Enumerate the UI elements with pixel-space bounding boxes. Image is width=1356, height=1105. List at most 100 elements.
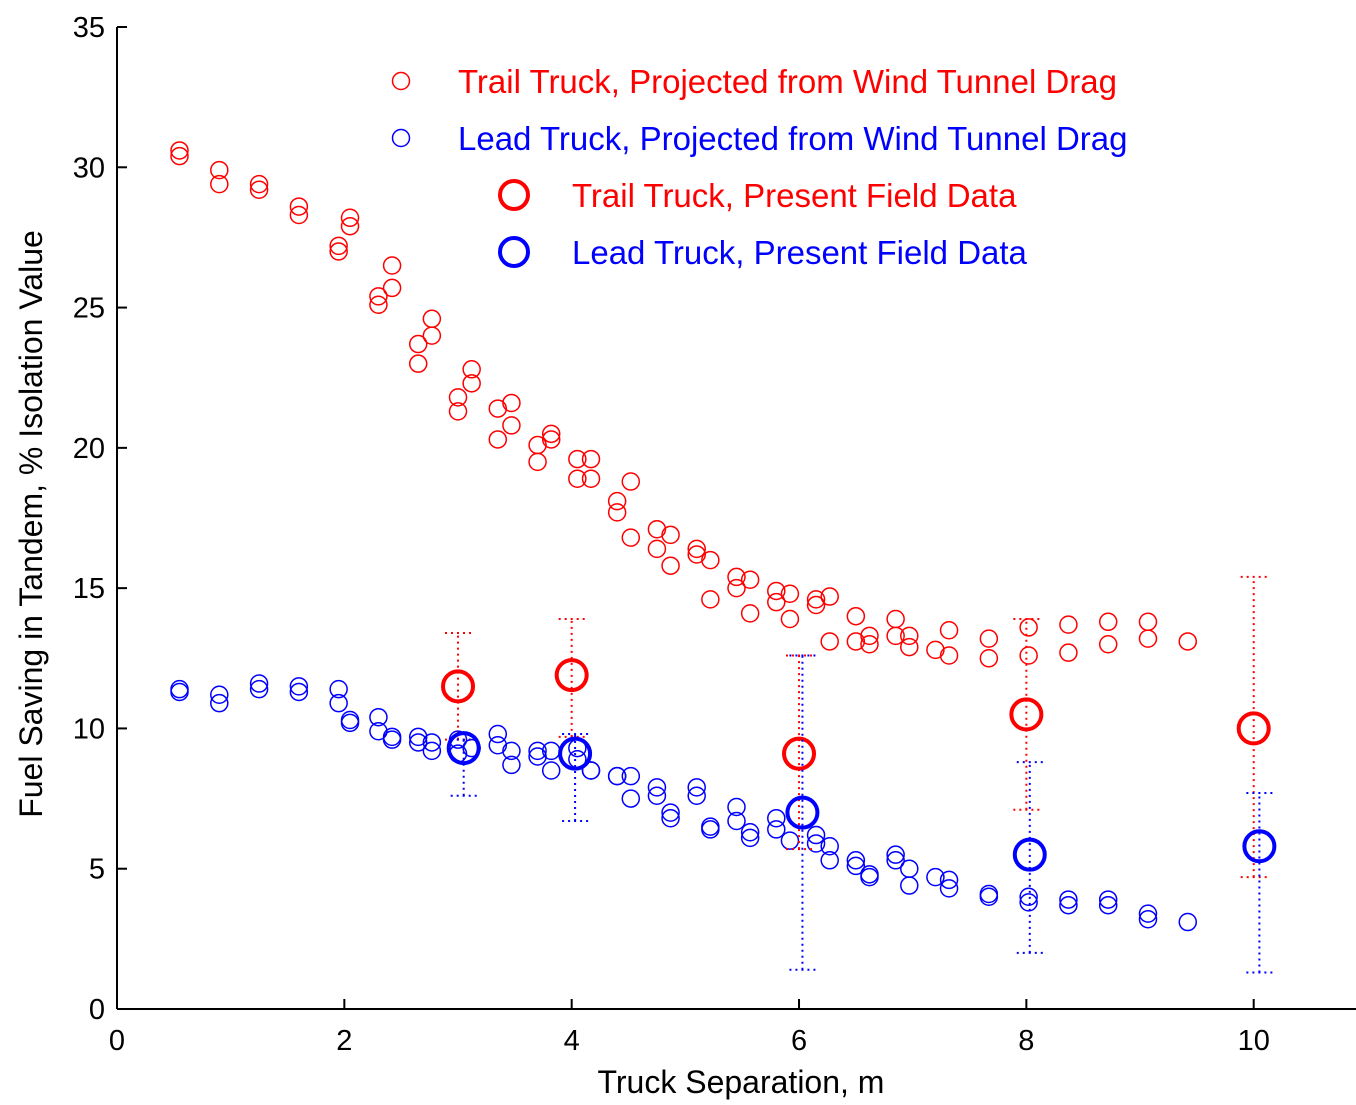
data-point	[1138, 629, 1158, 648]
data-point	[581, 469, 601, 488]
chart-axes: 0 2 4 6 8 10 0 5 10 15 20 25 30 35	[73, 12, 1356, 1057]
data-point	[886, 845, 905, 864]
data-point	[382, 278, 402, 298]
data-point	[568, 469, 587, 488]
data-point	[502, 755, 521, 775]
data-point	[979, 884, 999, 904]
data-point	[369, 721, 388, 741]
data-point	[607, 766, 627, 786]
legend-item-2: Lead Truck, Projected from Wind Tunnel D…	[391, 120, 1127, 157]
data-point	[767, 808, 786, 828]
data-point	[846, 856, 866, 876]
data-point	[329, 693, 348, 713]
data-point	[767, 592, 786, 612]
series-2	[170, 674, 1198, 932]
data-point	[210, 693, 229, 713]
data-point	[860, 635, 879, 654]
legend-marker	[391, 71, 411, 91]
data-point	[939, 879, 959, 898]
data-point	[780, 584, 800, 604]
data-point	[210, 685, 229, 705]
data-point	[249, 180, 269, 199]
data-point	[886, 609, 905, 629]
data-point	[1019, 618, 1038, 637]
data-point	[687, 539, 706, 559]
data-point	[1019, 893, 1038, 912]
legend-marker	[498, 236, 530, 268]
data-point	[1178, 912, 1198, 932]
data-point	[701, 817, 720, 836]
data-point	[1012, 837, 1047, 872]
data-point	[448, 402, 468, 421]
data-point	[502, 741, 521, 761]
data-point	[860, 626, 879, 646]
data-point	[340, 208, 360, 228]
data-point	[329, 236, 348, 256]
data-point	[780, 831, 800, 850]
legend-marker	[391, 128, 411, 148]
data-point	[782, 736, 817, 771]
x-tick-label: 6	[791, 1025, 807, 1057]
data-point	[422, 326, 442, 345]
data-point	[488, 724, 508, 744]
data-point	[289, 682, 309, 702]
data-point	[369, 295, 388, 315]
legend-label: Trail Truck, Projected from Wind Tunnel …	[458, 63, 1117, 100]
data-point	[462, 360, 481, 379]
data-point	[528, 435, 547, 455]
legend-label: Trail Truck, Present Field Data	[572, 177, 1017, 214]
data-point	[369, 707, 388, 727]
series-3	[441, 575, 1271, 879]
data-point	[488, 430, 508, 449]
data-point	[621, 528, 641, 547]
x-axis-label: Truck Separation, m	[598, 1064, 885, 1100]
data-point	[1098, 635, 1118, 654]
data-point	[369, 287, 388, 306]
data-point	[1059, 615, 1078, 634]
legend-marker	[498, 179, 530, 211]
data-point	[1236, 711, 1271, 746]
data-point	[541, 741, 561, 761]
y-tick-label: 10	[73, 713, 105, 745]
data-point	[886, 851, 905, 870]
data-point	[1098, 895, 1118, 915]
data-point	[900, 876, 919, 895]
y-tick-label: 15	[73, 573, 105, 605]
data-point	[886, 626, 905, 646]
data-point	[1059, 643, 1078, 662]
data-point	[502, 416, 521, 435]
legend-label: Lead Truck, Present Field Data	[572, 234, 1028, 271]
data-point	[687, 786, 706, 806]
data-point	[979, 629, 999, 648]
data-point	[727, 797, 746, 817]
data-point	[422, 309, 442, 329]
data-point	[727, 567, 746, 587]
data-point	[329, 679, 348, 699]
data-point	[687, 545, 706, 564]
data-point	[900, 626, 919, 646]
data-point	[581, 449, 601, 469]
data-point	[900, 859, 919, 878]
data-point	[581, 761, 601, 780]
data-point	[340, 710, 360, 730]
data-point	[408, 733, 428, 752]
legend-item-3: Trail Truck, Present Field Data	[498, 177, 1017, 214]
x-tick-label: 10	[1238, 1025, 1270, 1057]
data-point	[661, 525, 680, 545]
data-point	[1138, 909, 1158, 929]
y-tick-label: 5	[89, 854, 105, 886]
series-4	[446, 654, 1277, 974]
y-tick-label: 0	[89, 994, 105, 1026]
data-point	[541, 430, 561, 449]
data-point	[502, 393, 521, 413]
data-point	[422, 741, 442, 761]
data-point	[1009, 697, 1044, 732]
data-point	[767, 581, 786, 601]
data-point	[1059, 895, 1078, 915]
data-point	[289, 677, 309, 696]
data-point	[621, 789, 641, 808]
data-point	[647, 519, 667, 539]
y-tick-label: 30	[73, 152, 105, 184]
data-point	[1098, 612, 1118, 632]
data-point	[408, 334, 428, 354]
